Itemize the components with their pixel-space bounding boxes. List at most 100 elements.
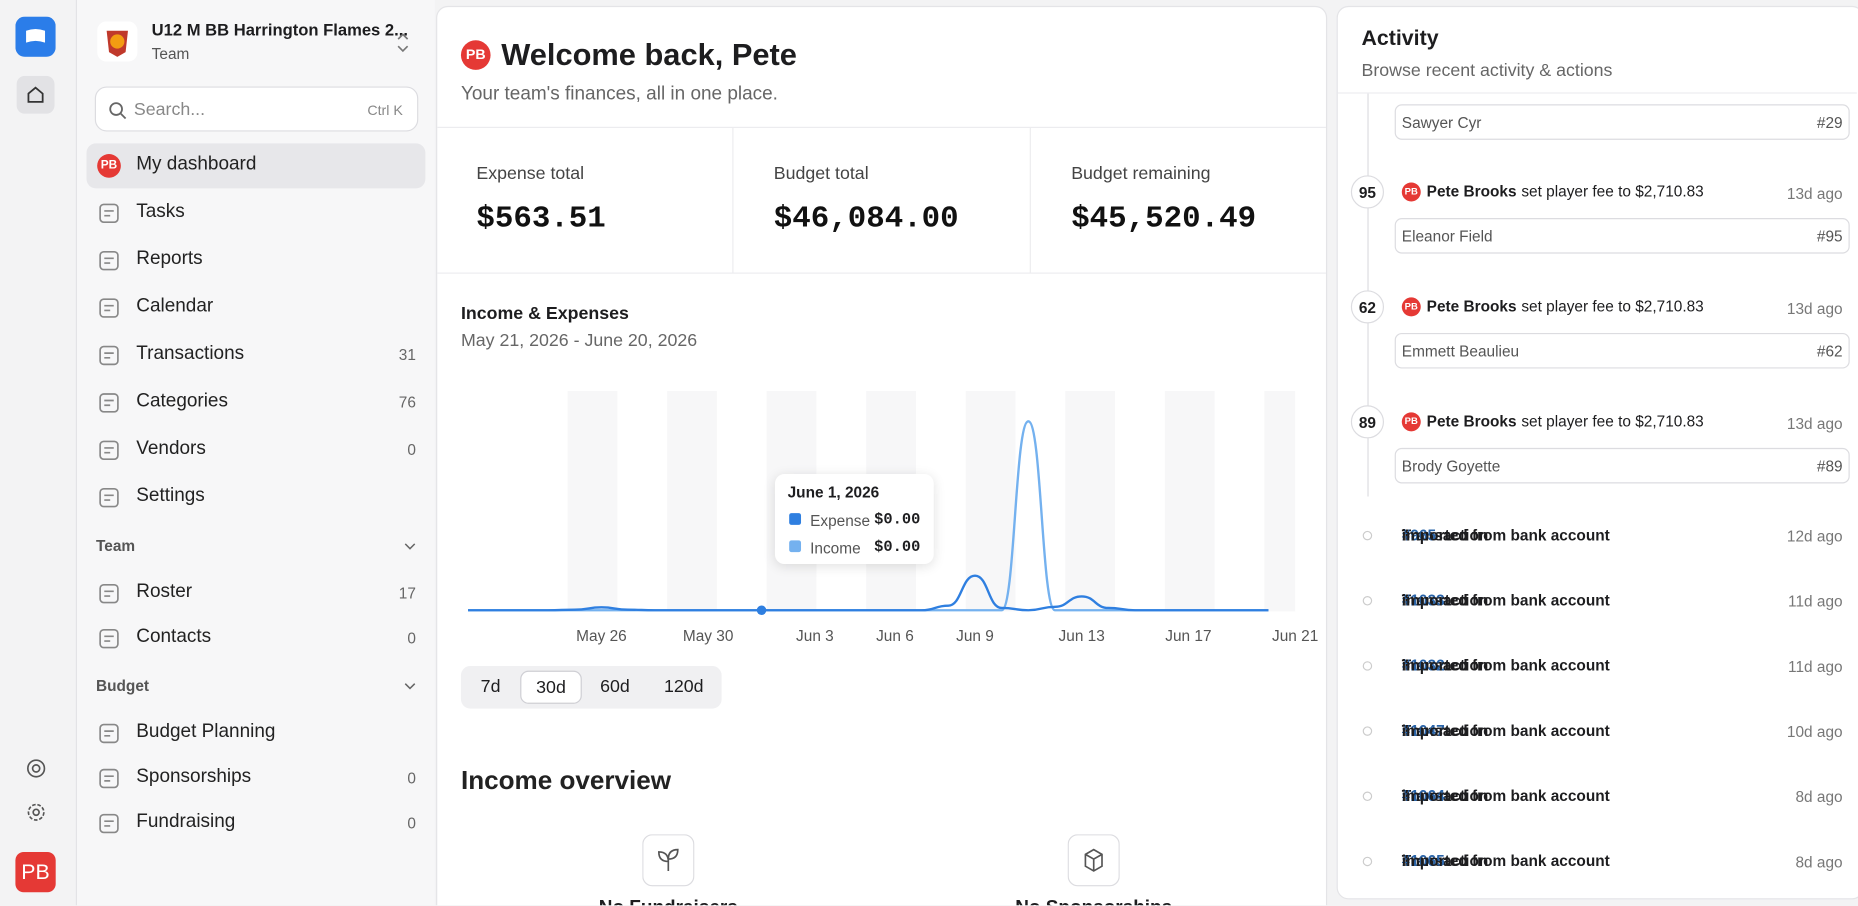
icon-shape [99, 628, 119, 649]
icon-shape [104, 635, 114, 642]
tooltip-date: June 1, 2026 [787, 483, 880, 502]
activity-card[interactable] [1394, 218, 1850, 254]
section-header[interactable]: Team [95, 536, 136, 555]
event-avatar: PB [1401, 297, 1421, 317]
transaction-link[interactable]: #1065 [1401, 851, 1445, 870]
activity-title: Activity [1361, 26, 1439, 50]
range-button[interactable]: 60d [600, 676, 630, 697]
event-user: Pete Brooks [1426, 297, 1517, 316]
x-tick-label: Jun 17 [1165, 626, 1212, 645]
icon-shape [99, 583, 119, 604]
icon-shape [99, 298, 119, 318]
stat-label: Budget remaining [1071, 163, 1211, 184]
nav-label: Budget Planning [136, 721, 276, 742]
transaction-link[interactable]: #1032 [1401, 656, 1445, 675]
x-tick-label: Jun 21 [1272, 626, 1319, 645]
x-tick-label: Jun 9 [956, 626, 994, 645]
transaction-link[interactable]: #1033 [1401, 591, 1445, 610]
icon-shape [99, 768, 119, 789]
nav-label: My dashboard [136, 154, 257, 175]
event-time: 8d ago [1795, 853, 1843, 871]
nav-icon [99, 723, 119, 744]
nav-count: 0 [407, 629, 416, 647]
nav-count: 17 [398, 584, 416, 602]
timeline-dot [1362, 530, 1373, 541]
range-button[interactable]: 30d [520, 670, 582, 704]
divider [437, 272, 1326, 274]
activity-card[interactable] [1394, 447, 1850, 484]
team-name[interactable]: U12 M BB Harrington Flames 2... [151, 20, 408, 40]
event-user: Pete Brooks [1426, 412, 1517, 431]
empty-icon [1067, 834, 1120, 887]
section-chevron[interactable] [404, 543, 416, 552]
event-time: 13d ago [1786, 184, 1843, 203]
nav-item[interactable] [86, 143, 426, 189]
event-badge: 89 [1350, 405, 1385, 439]
nav-label: Settings [136, 485, 205, 506]
tooltip [774, 473, 934, 565]
icon-shape [99, 345, 119, 366]
timeline-dot [1362, 726, 1373, 736]
nav-icon [99, 583, 119, 604]
transaction-link[interactable]: #965 [1401, 526, 1437, 544]
timeline-dot [1362, 596, 1373, 606]
x-tick-label: Jun 3 [796, 626, 834, 645]
nav-icon [99, 298, 119, 318]
transaction-link[interactable]: #1064 [1401, 786, 1445, 805]
activity-card[interactable] [1394, 332, 1850, 369]
divider [1337, 92, 1857, 94]
card-ref: #29 [1816, 113, 1843, 132]
user-avatar-small: PB [460, 40, 491, 70]
empty-icon [642, 834, 695, 887]
help-icon[interactable] [26, 758, 46, 778]
home-button[interactable] [16, 75, 55, 114]
tooltip-point [756, 605, 767, 615]
nav-count: 31 [398, 346, 416, 364]
transaction-link[interactable]: #1047 [1401, 721, 1445, 740]
icon-shape [104, 304, 114, 312]
event-badge: 95 [1350, 175, 1385, 209]
icon-shape [104, 399, 114, 407]
stat-value: $563.51 [476, 200, 606, 236]
timeline-dot [1362, 856, 1373, 867]
nav-count: 0 [407, 769, 416, 787]
icon-shape [99, 203, 119, 224]
x-tick-label: May 26 [576, 626, 627, 645]
team-switcher[interactable] [395, 32, 412, 53]
nav-icon [99, 768, 119, 789]
icon-shape [99, 250, 119, 271]
icon-rail: PB [0, 0, 78, 906]
icon-shape [99, 440, 119, 460]
app-logo[interactable] [15, 16, 56, 57]
user-avatar[interactable]: PB [15, 851, 56, 893]
chart-stripes [567, 391, 1296, 612]
tooltip-value: $0.00 [874, 510, 921, 529]
settings-icon[interactable] [26, 802, 46, 822]
section-chevron[interactable] [404, 683, 416, 692]
divider [732, 127, 734, 273]
search-box[interactable]: Search... Ctrl K [94, 86, 419, 132]
event-time: 13d ago [1786, 299, 1843, 318]
x-tick-label: May 30 [682, 626, 734, 645]
activity-card[interactable] [1394, 104, 1850, 140]
transaction-prefix: Transaction [1401, 591, 1489, 610]
transaction-suffix: imported from bank account [1401, 526, 1610, 544]
chevron [404, 683, 416, 690]
section-header[interactable]: Budget [95, 676, 150, 695]
range-button[interactable]: 120d [663, 676, 704, 697]
empty-title: No Fundraisers [550, 898, 787, 905]
chart-title: Income & Expenses [460, 303, 629, 324]
event-time: 10d ago [1786, 722, 1843, 741]
nav-avatar: PB [97, 154, 121, 178]
nav-label: Sponsorships [136, 766, 252, 787]
card-name: Brody Goyette [1401, 457, 1501, 476]
stat-label: Expense total [476, 163, 585, 184]
series-line [468, 574, 1269, 612]
event-user: Pete Brooks [1426, 182, 1517, 201]
event-time: 11d ago [1788, 657, 1843, 676]
team-logo [97, 21, 138, 62]
range-button[interactable]: 7d [480, 676, 501, 697]
icon-shape [99, 393, 119, 413]
card-name: Emmett Beaulieu [1401, 342, 1520, 361]
timeline-dot [1362, 661, 1373, 671]
